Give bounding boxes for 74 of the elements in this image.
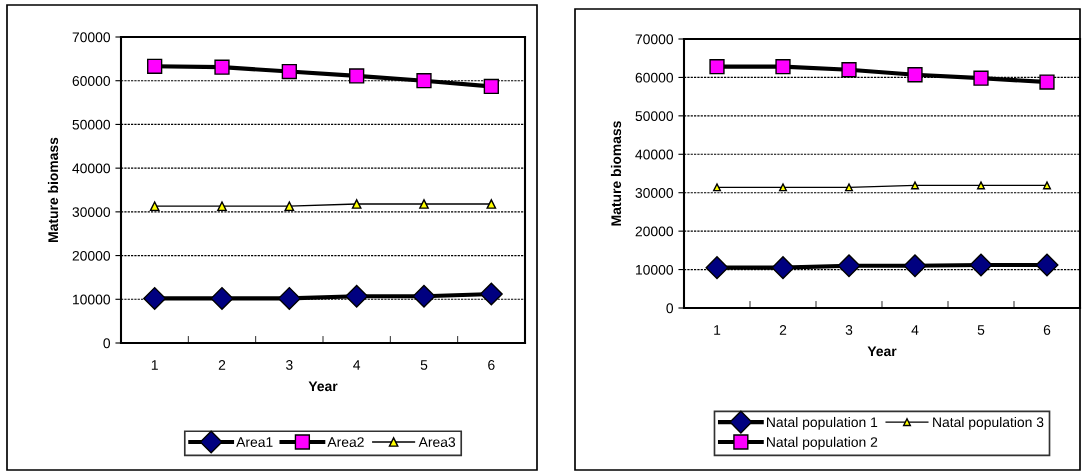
point: [214, 59, 230, 75]
point: [349, 68, 365, 84]
point: [837, 254, 861, 278]
point: [416, 73, 432, 89]
x-tick-label: 1: [151, 360, 158, 370]
point: [147, 58, 163, 74]
point: [778, 183, 788, 192]
point: [705, 256, 729, 280]
point: [907, 67, 923, 83]
point: [903, 254, 927, 278]
point: [412, 284, 436, 308]
point: [841, 62, 857, 78]
y-tick-label: 50000: [635, 111, 674, 122]
point: [483, 78, 499, 95]
point: [210, 286, 234, 310]
point: [351, 199, 362, 209]
x-tick-label: 2: [218, 360, 226, 370]
point: [149, 201, 160, 212]
point: [479, 282, 503, 306]
point: [844, 183, 854, 192]
point: [486, 199, 497, 209]
point: [217, 201, 227, 212]
x-tick-label: 3: [286, 360, 293, 370]
point: [281, 63, 297, 80]
y-tick-label: 40000: [72, 163, 111, 174]
y-tick-label: 20000: [72, 250, 111, 261]
y-tick-label: 0: [103, 338, 111, 349]
point: [771, 256, 795, 280]
y-axis-title: Mature biomass: [47, 137, 59, 242]
point: [1039, 74, 1055, 90]
legend-label: Natal population 1: [767, 416, 878, 430]
y-tick-label: 30000: [72, 207, 111, 218]
x-tick-label: 4: [353, 360, 361, 370]
point: [775, 59, 791, 75]
y-tick-label: 40000: [635, 149, 674, 160]
x-tick-label: 3: [845, 325, 853, 335]
point: [712, 183, 722, 192]
x-axis-title: Year: [308, 381, 338, 392]
point: [1035, 253, 1059, 277]
y-tick-label: 50000: [72, 119, 111, 130]
y-tick-label: 10000: [73, 294, 111, 305]
legend-label: Area1: [236, 437, 273, 447]
x-tick-label: 2: [779, 325, 787, 335]
point: [419, 199, 429, 209]
point: [976, 181, 986, 190]
x-tick-label: 4: [911, 325, 919, 335]
y-tick-label: 60000: [635, 72, 674, 83]
x-tick-label: 6: [488, 360, 495, 370]
x-tick-label: 5: [420, 360, 428, 370]
y-axis-title: Mature biomass: [610, 121, 622, 226]
x-axis-title: Year: [867, 346, 897, 357]
y-tick-label: 30000: [635, 188, 674, 198]
point: [910, 181, 920, 190]
legend-label: Area2: [327, 437, 364, 447]
x-tick-label: 6: [1043, 325, 1051, 335]
legend-label: Area3: [418, 437, 456, 447]
point: [709, 59, 725, 75]
y-tick-label: 20000: [635, 226, 674, 237]
point: [973, 70, 989, 86]
point: [969, 253, 993, 277]
x-tick-label: 5: [977, 325, 985, 335]
x-tick-label: 1: [714, 325, 721, 335]
y-tick-label: 70000: [72, 32, 111, 43]
y-tick-label: 70000: [635, 34, 674, 45]
y-tick-label: 60000: [72, 76, 111, 86]
legend-label: Natal population 2: [767, 436, 878, 450]
point: [345, 284, 369, 308]
legend-label: Natal population 3: [933, 416, 1044, 430]
y-tick-label: 0: [666, 303, 674, 314]
point: [277, 286, 301, 310]
point: [284, 201, 295, 212]
point: [143, 286, 167, 310]
y-tick-label: 10000: [636, 264, 674, 275]
point: [1042, 181, 1052, 190]
